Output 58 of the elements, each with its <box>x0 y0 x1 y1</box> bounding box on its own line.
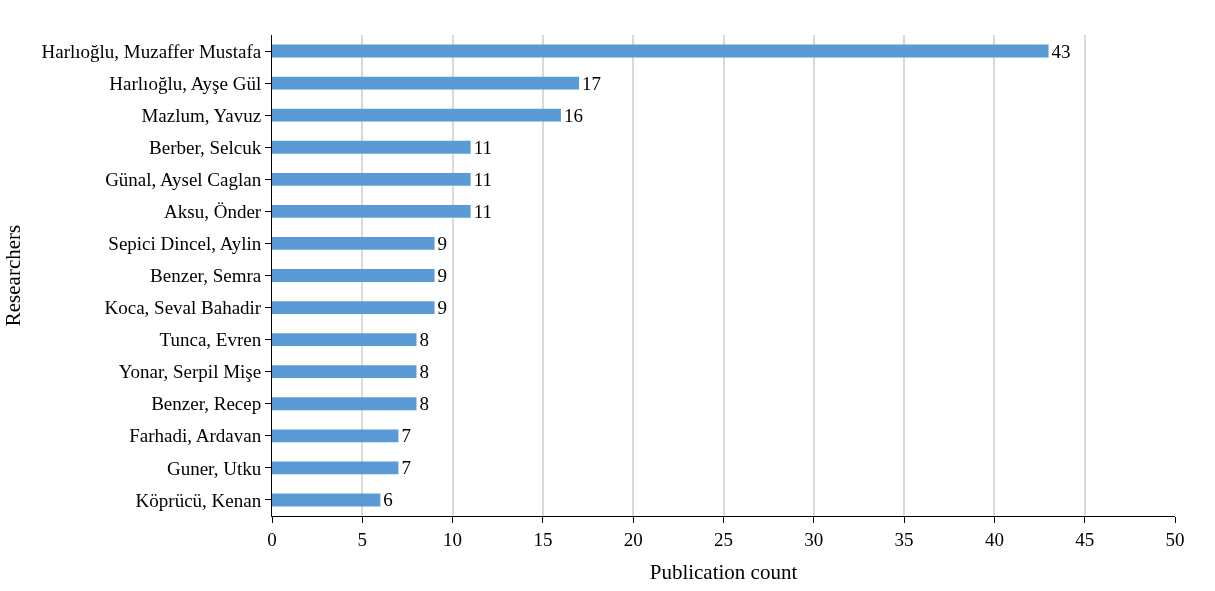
bar <box>272 429 399 443</box>
data-label: 9 <box>437 265 448 286</box>
bar <box>272 365 417 379</box>
bar <box>272 269 435 282</box>
data-label: 6 <box>383 489 393 511</box>
y-tick-label: Tunca, Evren <box>159 329 262 351</box>
y-tick-label: Köprücü, Kenan <box>135 489 262 511</box>
data-label: 8 <box>419 329 429 351</box>
bar <box>272 237 435 250</box>
y-tick-label: Harlıoğlu, Ayşe Gül <box>109 72 262 94</box>
x-tick-label: 30 <box>804 528 824 550</box>
y-tick-label: Aksu, Önder <box>164 201 262 223</box>
x-tick-label: 50 <box>1165 528 1185 550</box>
y-tick-label: Farhadi, Ardavan <box>129 425 262 447</box>
bar <box>272 397 417 411</box>
data-label: 8 <box>419 361 429 383</box>
y-tick-label: Benzer, Semra <box>150 265 262 287</box>
data-label: 11 <box>473 200 492 222</box>
data-label: 43 <box>1051 40 1071 62</box>
data-label: 16 <box>563 104 583 126</box>
bar <box>272 461 399 475</box>
y-tick-label: Harlıoğlu, Muzaffer Mustafa <box>41 40 262 62</box>
y-tick-label: Koca, Seval Bahadir <box>104 297 262 319</box>
data-label: 7 <box>401 425 411 447</box>
bar <box>272 333 417 347</box>
bar <box>272 172 471 186</box>
bar <box>272 76 580 90</box>
y-tick-label: Günal, Aysel Caglan <box>105 168 262 190</box>
y-tick-label: Berber, Selcuk <box>149 136 262 158</box>
bar <box>272 493 381 507</box>
x-tick-label: 10 <box>443 528 463 550</box>
data-label: 8 <box>419 393 429 415</box>
x-tick-label: 35 <box>894 528 914 550</box>
bar <box>272 140 471 154</box>
data-label: 9 <box>437 232 448 254</box>
x-tick-label: 45 <box>1075 528 1095 550</box>
data-label: 17 <box>582 72 602 94</box>
data-label: 11 <box>473 168 492 190</box>
data-label: 9 <box>437 297 448 319</box>
x-tick-label: 25 <box>714 528 733 550</box>
data-label: 7 <box>401 457 411 479</box>
y-tick-label: Benzer, Recep <box>151 393 262 415</box>
y-tick-label: Sepici Dincel, Aylin <box>108 233 262 255</box>
x-tick-label: 40 <box>984 528 1004 550</box>
y-axis-title: Researchers <box>0 224 25 327</box>
bar <box>272 204 471 218</box>
x-tick-label: 20 <box>623 528 643 550</box>
x-tick-label: 15 <box>533 528 553 550</box>
data-label: 11 <box>473 136 492 158</box>
bar <box>272 301 435 314</box>
y-tick-label: Yonar, Serpil Mişe <box>118 361 262 383</box>
y-tick-label: Mazlum, Yavuz <box>141 104 262 126</box>
bar <box>272 108 561 122</box>
x-tick-label: 5 <box>357 528 368 550</box>
bar <box>272 44 1049 58</box>
y-tick-label: Guner, Utku <box>166 457 262 479</box>
x-tick-label: 0 <box>267 528 277 550</box>
x-axis-title: Publication count <box>649 560 798 584</box>
